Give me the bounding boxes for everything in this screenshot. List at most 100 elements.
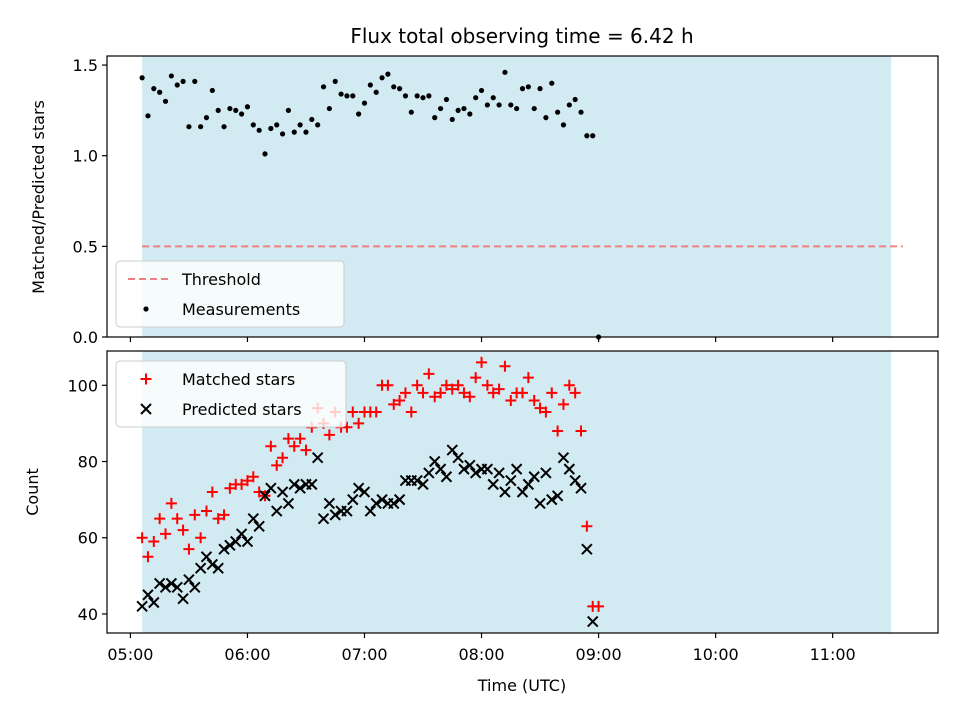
- data-point: [572, 96, 578, 103]
- data-point: [446, 444, 458, 456]
- data-point: [481, 463, 494, 475]
- data-point: [332, 78, 338, 84]
- data-point: [440, 471, 453, 483]
- data-point: [180, 78, 186, 84]
- data-point: [399, 387, 411, 399]
- data-point: [151, 86, 157, 92]
- data-point: [522, 478, 535, 491]
- data-point: [464, 459, 476, 472]
- data-point: [575, 482, 587, 494]
- data-point: [200, 505, 212, 517]
- chart-title: Flux total observing time = 6.42 h: [350, 24, 693, 48]
- data-point: [350, 93, 356, 99]
- data-point: [569, 387, 581, 399]
- data-point: [476, 356, 488, 368]
- data-point: [432, 115, 438, 121]
- axes-frame: [106, 350, 939, 634]
- data-point: [429, 391, 441, 403]
- data-point: [581, 520, 593, 532]
- data-point: [493, 467, 505, 479]
- data-point: [478, 87, 485, 94]
- data-point: [212, 513, 224, 525]
- data-point: [540, 467, 552, 479]
- data-point: [282, 433, 294, 445]
- data-point: [165, 497, 177, 509]
- data-point: [429, 455, 441, 468]
- data-point: [437, 105, 444, 112]
- axes-frame: [106, 55, 939, 338]
- data-point: [198, 124, 204, 130]
- data-point: [171, 513, 183, 525]
- data-point: [420, 95, 426, 101]
- data-point: [241, 475, 253, 487]
- data-point: [309, 116, 315, 123]
- data-point: [581, 543, 593, 555]
- data-point: [285, 107, 292, 113]
- data-point: [244, 104, 251, 110]
- data-point: [563, 463, 576, 475]
- data-point: [552, 425, 564, 437]
- legend-marker-swatch: [143, 306, 149, 312]
- data-point: [274, 122, 280, 128]
- data-point: [487, 387, 499, 399]
- y-tick-label: 60: [78, 529, 98, 548]
- data-point: [320, 84, 327, 90]
- data-point: [142, 551, 154, 563]
- data-point: [183, 543, 195, 555]
- data-point: [183, 573, 195, 586]
- data-point: [505, 395, 517, 407]
- data-point: [288, 478, 300, 491]
- data-point: [557, 398, 569, 410]
- data-point: [534, 497, 546, 510]
- data-point: [352, 482, 365, 494]
- data-point: [487, 478, 499, 491]
- data-point: [461, 105, 467, 112]
- legend-label: Matched stars: [182, 370, 295, 389]
- data-point: [177, 592, 189, 605]
- legend-box: [115, 260, 345, 328]
- data-point: [265, 440, 277, 452]
- x-tick-label: 11:00: [810, 645, 856, 664]
- data-point: [394, 395, 406, 407]
- data-point: [177, 524, 189, 536]
- data-point: [259, 490, 271, 502]
- data-point: [288, 440, 300, 452]
- data-point: [235, 528, 248, 540]
- data-point: [253, 520, 265, 533]
- data-point: [528, 395, 540, 407]
- data-point: [215, 107, 221, 113]
- data-point: [206, 486, 218, 498]
- data-point: [250, 122, 256, 128]
- y-tick-label: 40: [78, 605, 98, 624]
- data-point: [356, 111, 362, 117]
- data-point: [458, 387, 470, 399]
- data-point: [136, 600, 148, 613]
- data-point: [323, 429, 335, 441]
- data-point: [361, 100, 368, 106]
- data-point: [370, 497, 382, 510]
- data-point: [194, 562, 207, 574]
- legend-label: Predicted stars: [182, 400, 302, 419]
- data-point: [551, 490, 564, 502]
- data-point: [414, 93, 420, 99]
- data-point: [282, 497, 295, 510]
- data-point: [402, 93, 409, 99]
- data-point: [277, 452, 289, 464]
- data-point: [192, 78, 198, 84]
- data-point: [469, 467, 482, 479]
- data-point: [230, 535, 242, 548]
- data-point: [262, 151, 268, 157]
- data-point: [452, 451, 464, 464]
- legend-box: [115, 360, 347, 428]
- data-point: [595, 334, 602, 340]
- data-point: [353, 417, 365, 429]
- data-point: [443, 96, 450, 103]
- data-point: [505, 474, 517, 487]
- data-point: [157, 89, 163, 95]
- data-point: [136, 532, 148, 544]
- x-tick-label: 08:00: [458, 645, 504, 664]
- data-point: [358, 486, 371, 498]
- data-point: [224, 539, 236, 552]
- data-point: [490, 95, 496, 101]
- data-point: [195, 532, 207, 544]
